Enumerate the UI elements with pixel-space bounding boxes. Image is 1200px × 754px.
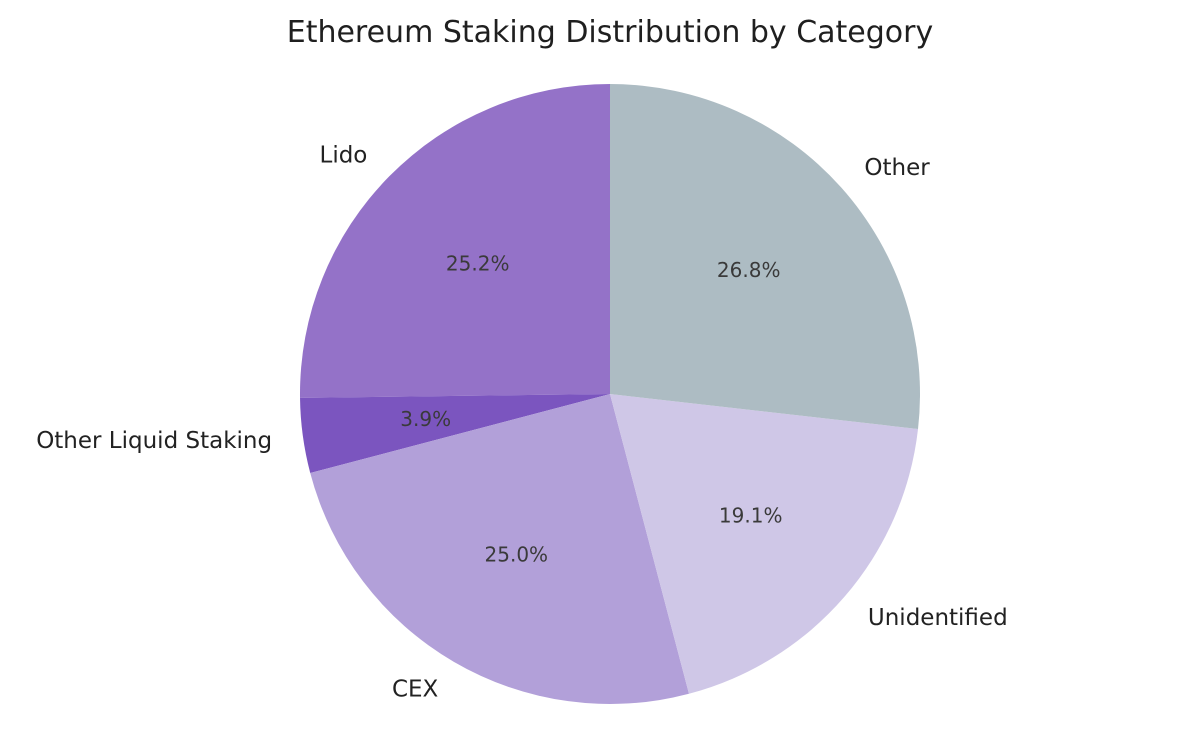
category-label-other: Other (864, 155, 930, 181)
pie-slice-other (610, 84, 921, 429)
pct-label-other: 26.8% (717, 258, 781, 282)
pie-slice-other-liquid-staking (300, 394, 610, 473)
pie-slice-lido (299, 84, 610, 398)
chart-title: Ethereum Staking Distribution by Categor… (287, 15, 934, 50)
pie-labels-group: 25.2% Lido 3.9% Other Liquid Staking 25.0% CE… (36, 142, 1007, 702)
pie-slice-cex (310, 394, 689, 704)
category-label-lido: Lido (320, 142, 368, 168)
pie-slice-unidentified (610, 394, 919, 694)
pct-label-cex: 25.0% (485, 543, 549, 567)
pct-label-other-liquid-staking: 3.9% (400, 407, 451, 431)
pct-label-lido: 25.2% (446, 251, 510, 275)
pct-label-unidentified: 19.1% (719, 504, 783, 528)
category-label-unidentified: Unidentified (868, 605, 1008, 631)
category-label-cex: CEX (392, 677, 439, 703)
category-label-other-liquid-staking: Other Liquid Staking (36, 428, 272, 454)
pie-slices-group (299, 84, 921, 704)
